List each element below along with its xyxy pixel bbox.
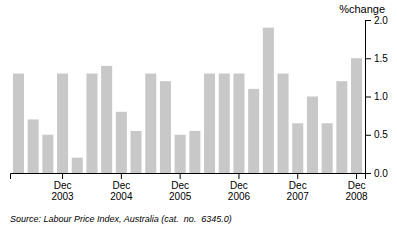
bar — [248, 89, 259, 173]
x-tick-label-line: 2003 — [51, 191, 74, 202]
x-tick-label-line: 2006 — [228, 191, 251, 202]
x-tick-label-line: Dec — [230, 180, 248, 191]
bar — [204, 74, 215, 173]
x-tick-label-line: 2007 — [287, 191, 310, 202]
bar — [219, 74, 230, 173]
x-tick-mark — [180, 173, 181, 179]
x-tick: Dec2005 — [169, 173, 192, 202]
y-tick-mark — [365, 20, 371, 21]
y-tick: 1.0 — [365, 91, 388, 102]
y-label: %change — [339, 3, 385, 15]
x-tick-mark — [297, 173, 298, 179]
y-tick-label: 0.0 — [374, 168, 388, 179]
y-tick-label: 1.0 — [374, 91, 388, 102]
bar — [101, 66, 112, 173]
x-tick-label: Dec2004 — [110, 180, 133, 202]
x-tick: Dec2003 — [51, 173, 74, 202]
x-tick-label: Dec2003 — [51, 180, 74, 202]
y-tick-label: 0.5 — [374, 129, 388, 140]
plot-area: Dec2003Dec2004Dec2005Dec2006Dec2007Dec20… — [11, 15, 389, 202]
y-tick-mark — [365, 97, 371, 98]
bar — [86, 74, 97, 173]
x-tick-label: Dec2008 — [345, 180, 368, 202]
y-tick: 0.0 — [365, 168, 388, 179]
x-tick-label-line: Dec — [348, 180, 366, 191]
bar — [336, 81, 347, 173]
y-tick-label: 2.0 — [374, 15, 388, 26]
bar — [28, 119, 39, 173]
x-tick-label-line: 2005 — [169, 191, 192, 202]
bar — [351, 58, 362, 173]
y-axis: 0.0 0.5 1.0 1.5 2.0 — [365, 15, 388, 179]
bar — [233, 74, 244, 173]
x-axis-line — [11, 174, 366, 180]
x-tick-label-line: 2004 — [110, 191, 133, 202]
x-tick-mark — [356, 173, 357, 179]
bar — [278, 74, 289, 173]
bars — [13, 28, 362, 173]
y-tick-label: 1.5 — [374, 53, 388, 64]
bar — [322, 123, 333, 173]
bar — [72, 158, 83, 173]
bar — [13, 74, 24, 173]
x-tick-label-line: 2008 — [345, 191, 368, 202]
y-tick: 2.0 — [365, 15, 388, 26]
y-tick-mark — [365, 135, 371, 136]
bar — [116, 112, 127, 173]
x-tick-label-line: Dec — [289, 180, 307, 191]
y-tick: 0.5 — [365, 129, 388, 140]
bar — [307, 97, 318, 174]
bar — [189, 131, 200, 173]
x-axis: Dec2003Dec2004Dec2005Dec2006Dec2007Dec20… — [11, 173, 369, 202]
bar — [57, 74, 68, 173]
bar — [175, 135, 186, 173]
bar — [145, 74, 156, 173]
x-tick-label: Dec2006 — [228, 180, 251, 202]
x-tick: Dec2004 — [110, 173, 133, 202]
x-tick-label: Dec2007 — [287, 180, 310, 202]
x-tick-label-line: Dec — [112, 180, 130, 191]
x-tick: Dec2008 — [345, 173, 368, 202]
chart: Dec2003Dec2004Dec2005Dec2006Dec2007Dec20… — [0, 0, 397, 227]
bar — [263, 28, 274, 173]
x-tick-label: Dec2005 — [169, 180, 192, 202]
x-tick-mark — [121, 173, 122, 179]
y-tick-mark — [365, 58, 371, 59]
bar — [42, 135, 53, 173]
x-tick-mark — [238, 173, 239, 179]
bar — [131, 131, 142, 173]
y-axis-line — [366, 21, 372, 174]
bar — [160, 81, 171, 173]
x-tick-mark — [62, 173, 63, 179]
y-tick: 1.5 — [365, 53, 388, 64]
x-tick-label-line: Dec — [171, 180, 189, 191]
source-note: Source: Labour Price Index, Australia (c… — [10, 214, 232, 224]
x-tick: Dec2007 — [287, 173, 310, 202]
x-tick-label-line: Dec — [54, 180, 72, 191]
x-tick: Dec2006 — [228, 173, 251, 202]
bar — [292, 123, 303, 173]
y-tick-mark — [365, 173, 371, 174]
